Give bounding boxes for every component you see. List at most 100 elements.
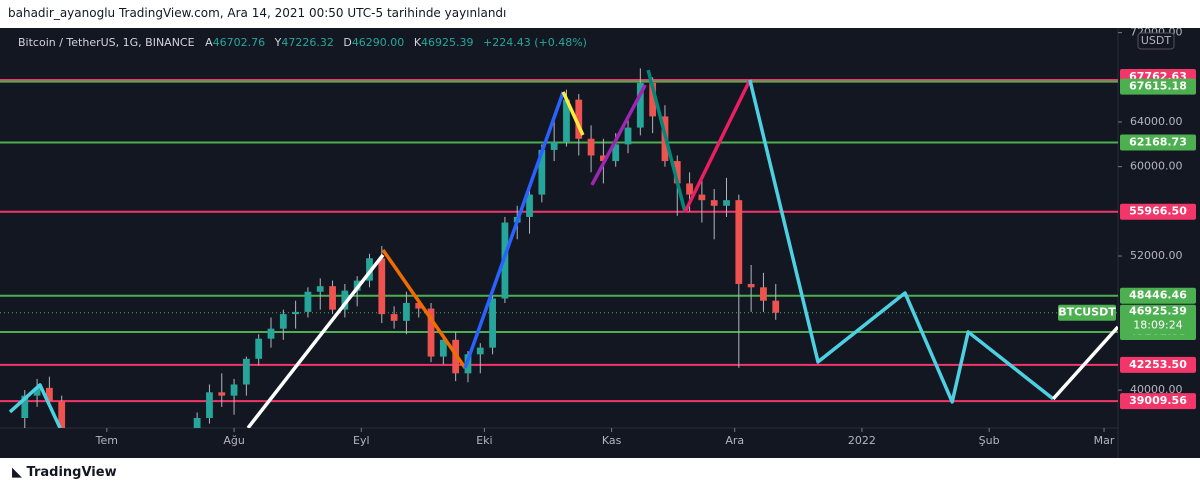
candle-body <box>710 200 718 206</box>
x-tick-label: Eyl <box>353 434 370 447</box>
candle-body <box>735 200 743 284</box>
x-tick-label: Tem <box>95 434 118 447</box>
trend-drawing <box>683 79 752 213</box>
footer-brand: ◣ TradingView <box>12 465 117 480</box>
y-tick-label: 40000.00 <box>1130 383 1183 396</box>
candle-body <box>612 144 620 162</box>
unit-label: USDT <box>1141 34 1172 47</box>
high-label: Y <box>274 36 282 49</box>
candle-body <box>772 300 780 313</box>
trend-drawing <box>8 383 62 428</box>
level-label: 55966.50 <box>1129 205 1187 218</box>
candle-body <box>723 200 730 206</box>
high-value: 47226.32 <box>281 36 334 49</box>
x-tick-label: Eki <box>476 434 492 447</box>
candle-body <box>489 298 496 348</box>
level-label: 42253.50 <box>1129 358 1187 371</box>
candle-body <box>673 161 681 184</box>
unit-badge <box>1137 32 1175 50</box>
candle-body <box>427 308 435 357</box>
x-tick-label: Şub <box>979 434 1000 447</box>
level-badge <box>1120 134 1196 151</box>
trend-drawing <box>463 91 565 369</box>
y-tick-label: 64000.00 <box>1130 115 1183 128</box>
candle-body <box>649 82 657 117</box>
candle-body <box>366 258 373 281</box>
low-value: 46290.00 <box>351 36 405 49</box>
x-tick-label: 2022 <box>848 434 876 447</box>
last-price-badge <box>1120 304 1196 335</box>
axes: 72000.0064000.0060000.0052000.0040000.00… <box>95 28 1196 447</box>
trend-drawing <box>246 253 385 428</box>
trend-drawing <box>748 79 1055 404</box>
close-label: K <box>413 36 422 49</box>
symbol-badge <box>1058 304 1116 321</box>
level-badge <box>1120 287 1196 304</box>
symbol-label: BTCUSDT <box>1058 306 1116 319</box>
trend-drawing <box>590 84 647 186</box>
candle-body <box>563 99 570 143</box>
candle-body <box>587 138 595 156</box>
plot-area <box>0 68 1118 428</box>
candle-body <box>698 194 706 201</box>
y-tick-label: 52000.00 <box>1130 249 1183 262</box>
candle-body <box>747 283 755 288</box>
candle-body <box>403 302 410 321</box>
candle-body <box>686 183 693 195</box>
open-value: 46702.76 <box>212 36 266 49</box>
candle-body <box>304 291 312 312</box>
y-tick-label: 60000.00 <box>1130 160 1183 173</box>
symbol: Bitcoin / TetherUS, 1G, BINANCE <box>18 36 195 49</box>
candle-body <box>279 314 287 329</box>
trend-drawing <box>561 91 585 136</box>
close-value: 46925.39 <box>421 36 474 49</box>
candle-body <box>538 149 546 195</box>
last-price-label: 46925.39 <box>1129 305 1187 318</box>
candle-body <box>600 155 607 162</box>
candle-body <box>760 287 767 301</box>
candle-body <box>193 418 201 428</box>
candle-body <box>636 82 644 128</box>
ohlc-legend: Bitcoin / TetherUS, 1G, BINANCE A46702.7… <box>18 36 593 49</box>
brand: TradingView <box>26 465 117 480</box>
candle-body <box>230 384 238 396</box>
trend-drawing <box>1051 325 1118 401</box>
low-label: D <box>343 36 352 49</box>
candle-body <box>58 401 66 428</box>
level-badge <box>1120 78 1196 95</box>
candle-body <box>378 258 386 315</box>
candle-body <box>33 387 41 396</box>
publish-header: bahadir_ayanoglu TradingView.com, Ara 14… <box>8 6 507 20</box>
x-tick-label: Ara <box>725 434 744 447</box>
level-badge <box>1120 393 1196 410</box>
trend-drawing <box>381 248 467 369</box>
candle-body <box>390 314 398 321</box>
candle-body <box>550 142 558 150</box>
candle-body <box>624 127 632 145</box>
candle-body <box>242 358 250 385</box>
change: +224.43 (+0.48%) <box>483 36 587 49</box>
level-label: 48446.46 <box>1129 289 1187 302</box>
candle-body <box>292 311 300 315</box>
level-label: 67615.18 <box>1129 80 1187 93</box>
level-badge <box>1120 203 1196 220</box>
x-tick-label: Mar <box>1094 434 1115 447</box>
candle-body <box>267 328 275 339</box>
open-label: A <box>205 36 213 49</box>
candle-body <box>526 194 533 217</box>
candle-body <box>439 339 447 357</box>
candle-body <box>341 290 349 310</box>
candle-body <box>21 395 29 419</box>
x-tick-label: Ağu <box>223 434 244 447</box>
level-label: 62168.73 <box>1129 135 1187 148</box>
candle-body <box>316 286 324 292</box>
chart-background <box>0 28 1200 458</box>
candle-body <box>46 387 53 402</box>
level-badge <box>1120 356 1196 373</box>
candle-body <box>476 347 484 355</box>
chart: 72000.0064000.0060000.0052000.0040000.00… <box>0 28 1200 458</box>
trend-drawing <box>646 69 687 213</box>
level-label: 39009.56 <box>1129 394 1187 407</box>
candle-body <box>415 302 423 309</box>
